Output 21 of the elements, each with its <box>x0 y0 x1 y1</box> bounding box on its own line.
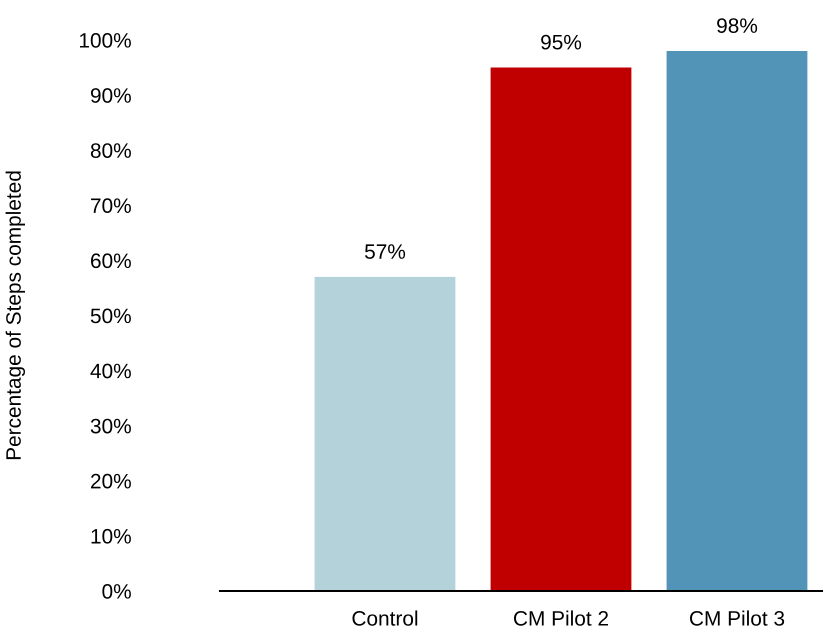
y-tick-label: 0% <box>102 584 131 599</box>
data-label: 95% <box>541 34 582 50</box>
data-label: 57% <box>364 244 406 259</box>
x-tick-label: CM Pilot 2 <box>514 610 608 626</box>
y-tick-label: 30% <box>90 418 131 434</box>
bar <box>490 68 632 591</box>
y-tick-label: 100% <box>80 33 131 48</box>
y-tick-label: 50% <box>90 308 131 324</box>
bar <box>666 51 808 591</box>
y-tick-label: 10% <box>92 528 131 544</box>
y-tick-label: 90% <box>90 88 131 103</box>
y-axis-title: Percentage of Steps completed <box>6 171 25 460</box>
x-tick-label: Control <box>352 610 418 626</box>
y-tick-label: 80% <box>90 143 131 158</box>
y-tick-label: 40% <box>90 364 131 378</box>
data-label: 98% <box>717 18 758 34</box>
bar <box>314 276 456 591</box>
y-tick-label: 70% <box>91 198 131 214</box>
x-tick-label: CM Pilot 3 <box>690 610 784 626</box>
y-tick-label: 20% <box>91 474 131 489</box>
y-tick-label: 60% <box>91 253 131 268</box>
